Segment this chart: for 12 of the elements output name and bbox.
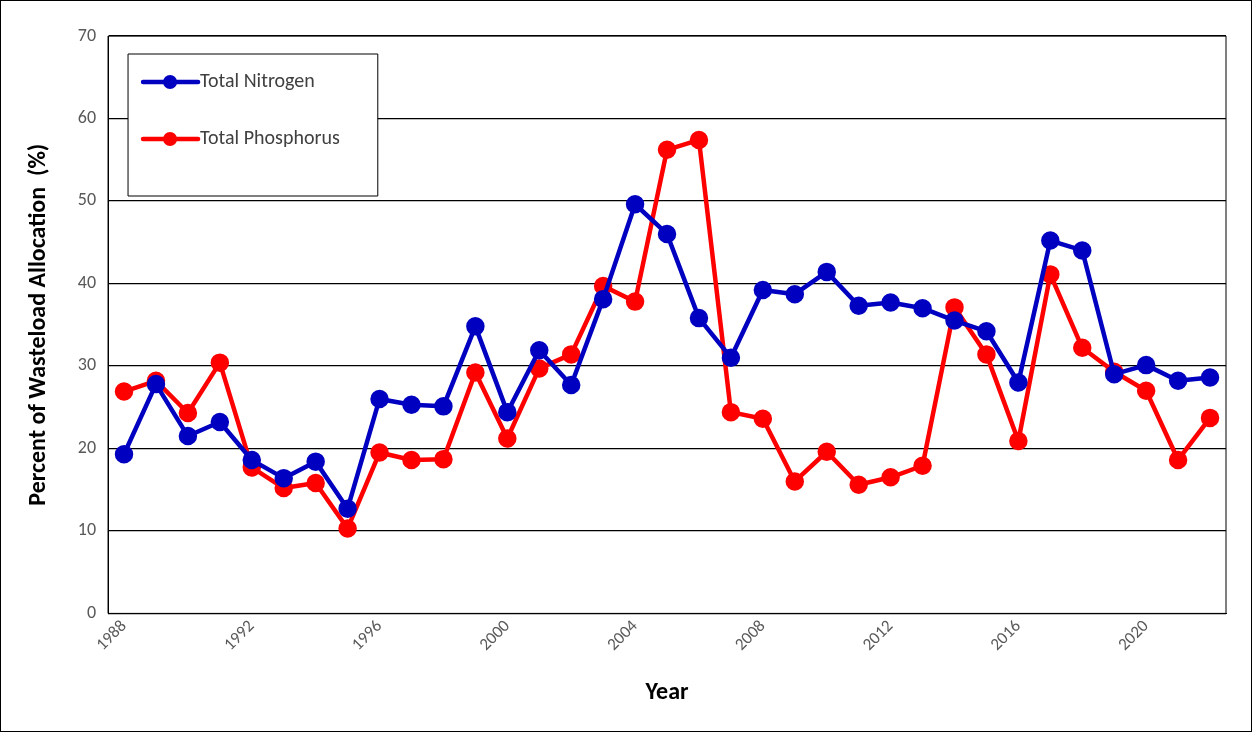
y-tick-label: 10 bbox=[77, 518, 97, 541]
y-tick-label: 70 bbox=[77, 23, 97, 46]
legend-label: Total Phosphorus bbox=[200, 125, 340, 149]
y-tick-label: 50 bbox=[77, 188, 97, 211]
y-tick-label: 40 bbox=[77, 270, 97, 293]
x-axis-title: Year bbox=[644, 675, 689, 705]
y-tick-label: 60 bbox=[77, 105, 97, 128]
y-tick-label: 20 bbox=[77, 435, 97, 458]
y-tick-label: 30 bbox=[77, 353, 97, 376]
y-tick-label: 0 bbox=[86, 600, 97, 623]
legend-label: Total Nitrogen bbox=[200, 68, 315, 92]
y-axis-title: Percent of Wasteload Allocation (%) bbox=[22, 143, 52, 506]
